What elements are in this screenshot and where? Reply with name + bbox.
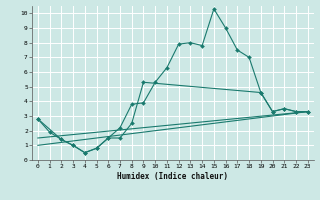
X-axis label: Humidex (Indice chaleur): Humidex (Indice chaleur) (117, 172, 228, 181)
